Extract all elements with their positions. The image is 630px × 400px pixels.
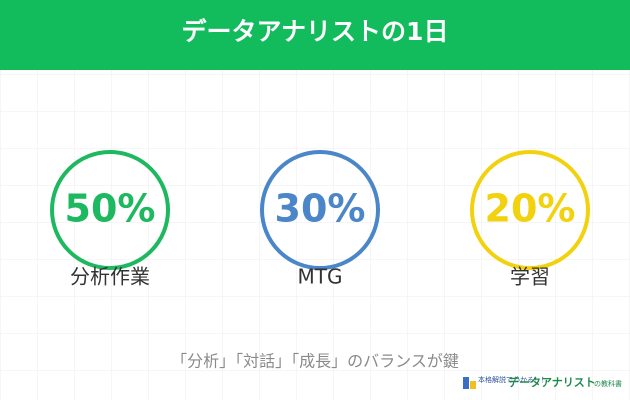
item-label: 学習 xyxy=(510,265,550,289)
logo: 本格解説でわかる！！ データアナリスト の教科書 xyxy=(463,375,622,389)
percent: 50% xyxy=(65,187,156,231)
grid-background xyxy=(0,70,630,400)
logo-name: データアナリスト xyxy=(508,375,596,389)
percent: 20% xyxy=(485,187,576,231)
footer-text: 「分析」「対話」「成長」のバランスが鍵 xyxy=(171,352,459,371)
ring xyxy=(470,150,590,270)
logo-icon xyxy=(470,381,476,389)
ring xyxy=(260,150,380,270)
logo-icon xyxy=(463,377,469,389)
item-label: 分析作業 xyxy=(70,265,150,289)
percent: 30% xyxy=(275,187,366,231)
logo-tagline: 本格解説でわかる！！ xyxy=(478,375,548,384)
item-label: MTG xyxy=(298,265,343,289)
header-bar xyxy=(0,0,630,70)
header-title: データアナリストの1日 xyxy=(182,17,449,46)
logo-suffix: の教科書 xyxy=(594,379,622,388)
ring xyxy=(50,150,170,270)
items: 50% 分析作業 30% MTG 20% 学習 xyxy=(50,150,590,289)
